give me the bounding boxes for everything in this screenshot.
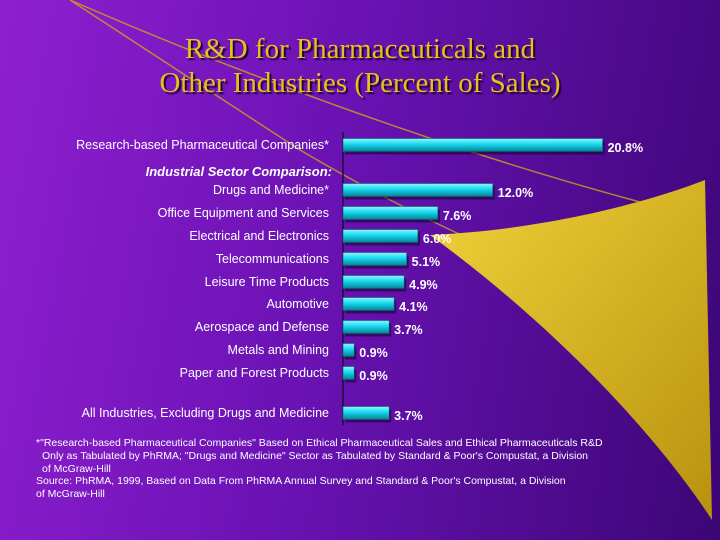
- value-label: 4.1%: [399, 300, 428, 314]
- value-label: 0.9%: [359, 369, 388, 383]
- category-label: Research-based Pharmaceutical Companies*: [76, 138, 329, 152]
- decorative-gold-wedge: [430, 180, 712, 520]
- category-label: Drugs and Medicine*: [213, 183, 329, 197]
- category-label: All Industries, Excluding Drugs and Medi…: [82, 406, 329, 420]
- category-label: Metals and Mining: [228, 343, 329, 357]
- footnote-line-1: *"Research-based Pharmaceutical Companie…: [36, 437, 603, 449]
- bar: [342, 138, 603, 152]
- category-label: Aerospace and Defense: [195, 320, 329, 334]
- category-label: Paper and Forest Products: [180, 366, 329, 380]
- bar: [342, 275, 405, 289]
- group-heading: Industrial Sector Comparison:: [146, 164, 332, 179]
- bar: [342, 206, 439, 220]
- category-label: Office Equipment and Services: [158, 206, 329, 220]
- page-title: R&D for Pharmaceuticals and Other Indust…: [0, 32, 720, 100]
- bar: [342, 343, 355, 357]
- value-label: 0.9%: [359, 346, 388, 360]
- footnote-line-4: Source: PhRMA, 1999, Based on Data From …: [36, 475, 566, 488]
- value-label: 20.8%: [608, 141, 643, 155]
- bar: [342, 406, 390, 420]
- value-label: 7.6%: [443, 209, 472, 223]
- value-label: 3.7%: [394, 409, 423, 423]
- footnote-line-3: of McGraw-Hill: [42, 462, 111, 475]
- value-label: 5.1%: [412, 255, 441, 269]
- bar: [342, 366, 355, 380]
- category-label: Electrical and Electronics: [189, 229, 329, 243]
- bar: [342, 229, 419, 243]
- bar: [342, 297, 395, 311]
- category-label: Automotive: [266, 297, 329, 311]
- bar: [342, 183, 494, 197]
- title-line-2: Other Industries (Percent of Sales): [159, 67, 561, 99]
- value-label: 6.0%: [423, 232, 452, 246]
- category-label: Telecommunications: [216, 252, 329, 266]
- bar: [342, 320, 390, 334]
- value-label: 3.7%: [394, 323, 423, 337]
- bar: [342, 252, 407, 266]
- value-label: 4.9%: [409, 278, 438, 292]
- value-label: 12.0%: [498, 186, 533, 200]
- title-line-1: R&D for Pharmaceuticals and: [184, 33, 536, 65]
- category-label: Leisure Time Products: [205, 275, 329, 289]
- footnote: *"Research-based Pharmaceutical Companie…: [36, 437, 716, 501]
- footnote-line-5: of McGraw-Hill: [36, 488, 105, 501]
- footnote-line-2: Only as Tabulated by PhRMA; "Drugs and M…: [42, 449, 589, 462]
